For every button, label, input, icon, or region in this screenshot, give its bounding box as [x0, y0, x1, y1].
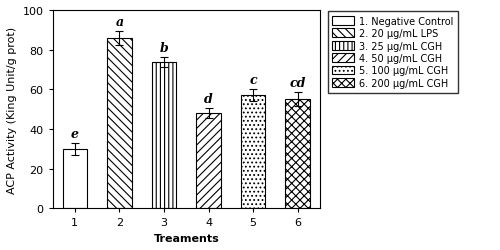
Text: e: e	[71, 128, 79, 140]
Text: d: d	[204, 93, 213, 106]
X-axis label: Treaments: Treaments	[154, 233, 219, 243]
Bar	[241, 96, 266, 209]
Legend: 1. Negative Control, 2. 20 μg/mL LPS, 3. 25 μg/mL CGH, 4. 50 μg/mL CGH, 5. 100 μ: 1. Negative Control, 2. 20 μg/mL LPS, 3.…	[328, 12, 458, 93]
Text: c: c	[250, 74, 257, 87]
Bar	[286, 100, 310, 209]
Y-axis label: ACP Activity (King Unit/g prot): ACP Activity (King Unit/g prot)	[7, 26, 17, 193]
Text: cd: cd	[290, 77, 306, 90]
Bar	[107, 38, 132, 209]
Bar	[152, 62, 176, 209]
Bar	[62, 149, 87, 209]
Text: b: b	[160, 42, 168, 54]
Text: a: a	[116, 16, 124, 29]
Bar	[196, 114, 221, 209]
